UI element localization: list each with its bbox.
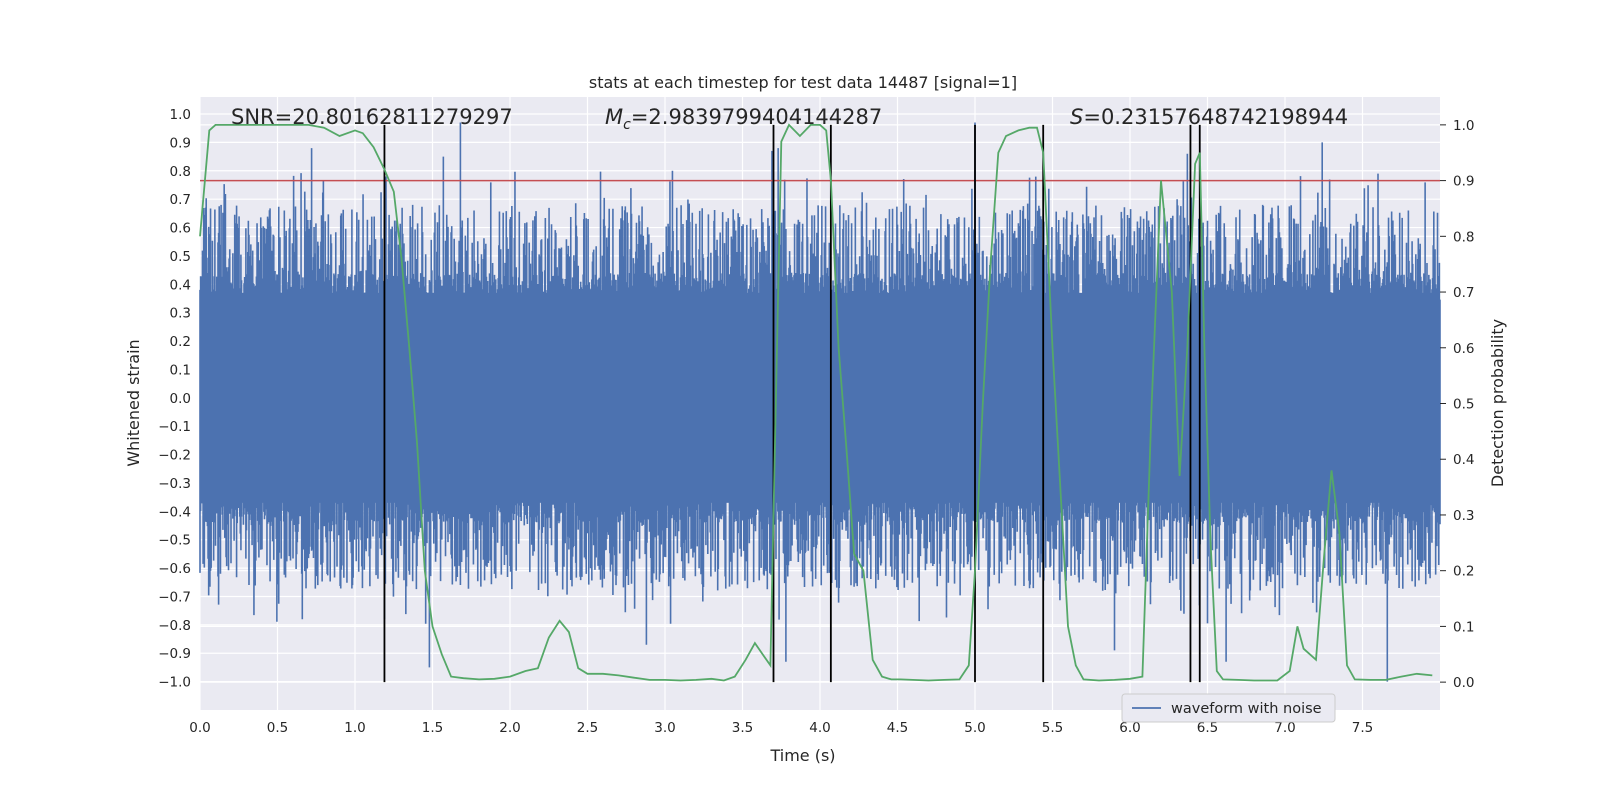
x-tick-label: 5.0	[964, 720, 985, 736]
mc-symbol: M	[605, 105, 623, 129]
right-axis-ticks	[1440, 124, 1446, 683]
y-left-tick-label: −0.5	[158, 533, 191, 549]
y-left-tick-label: 0.3	[170, 306, 191, 322]
y-right-tick-labels: 1.0 0.9 0.8 0.7 0.6 0.5 0.4 0.3 0.2 0.1 0.0	[1453, 118, 1474, 691]
legend: waveform with noise	[1121, 693, 1336, 723]
y-right-tick-label: 1.0	[1453, 118, 1474, 134]
s-value: =0.23157648742198944	[1083, 105, 1348, 129]
x-tick-label: 0.5	[267, 720, 288, 736]
y-left-tick-label: −0.9	[158, 646, 191, 662]
y-right-tick-label: 0.1	[1453, 619, 1474, 635]
y-right-tick-label: 0.8	[1453, 229, 1474, 245]
y-left-tick-label: −0.6	[158, 561, 191, 577]
x-tick-label: 1.5	[422, 720, 443, 736]
chirp-mass-annotation: Mc=2.9839799404144287	[605, 105, 882, 133]
y-left-tick-label: 0.2	[170, 334, 191, 350]
y-left-tick-label: 0.9	[170, 135, 191, 151]
y-left-tick-labels: 1.0 0.9 0.8 0.7 0.6 0.5 0.4 0.3 0.2 0.1 0.0 −0.1 −0.…	[158, 107, 191, 691]
x-tick-labels: 0.0 0.5 1.0 1.5 2.0 2.5 3.0 3.5 4.0 4.5 5.0 5.5 6.0 6…	[189, 720, 1373, 736]
x-tick-label: 2.0	[499, 720, 520, 736]
snr-annotation: SNR=20.80162811279297	[231, 105, 513, 129]
x-tick-label: 7.5	[1352, 720, 1373, 736]
x-tick-label: 1.0	[344, 720, 365, 736]
y-left-tick-label: −0.7	[158, 589, 191, 605]
y-left-tick-label: 0.5	[170, 249, 191, 265]
y-left-tick-label: −0.3	[158, 476, 191, 492]
x-tick-label: 5.5	[1042, 720, 1063, 736]
x-tick-label: 2.5	[577, 720, 598, 736]
y-left-tick-label: 0.7	[170, 192, 191, 208]
chart-title: stats at each timestep for test data 144…	[589, 73, 1017, 92]
y-left-tick-label: 0.8	[170, 164, 191, 180]
strain-core	[200, 292, 1440, 503]
y-left-tick-label: −0.1	[158, 419, 191, 435]
y-right-tick-label: 0.9	[1453, 174, 1474, 190]
y-right-tick-label: 0.5	[1453, 397, 1474, 413]
x-tick-label: 6.0	[1119, 720, 1140, 736]
x-axis-label: Time (s)	[769, 746, 835, 765]
y-right-tick-label: 0.4	[1453, 452, 1474, 468]
y-left-tick-label: −0.4	[158, 504, 191, 520]
x-tick-label: 0.0	[189, 720, 210, 736]
x-tick-label: 4.0	[809, 720, 830, 736]
y-right-axis-label: Detection probability	[1488, 319, 1507, 487]
y-right-tick-label: 0.7	[1453, 285, 1474, 301]
y-left-tick-label: 0.6	[170, 221, 191, 237]
legend-label-waveform: waveform with noise	[1171, 701, 1322, 717]
vertical-event-lines	[383, 124, 1201, 683]
x-tick-label: 3.0	[654, 720, 675, 736]
y-left-tick-label: 0.0	[170, 391, 191, 407]
x-tick-label: 6.5	[1197, 720, 1218, 736]
y-right-tick-label: 0.3	[1453, 508, 1474, 524]
mc-subscript: c	[623, 117, 631, 133]
s-symbol: S	[1070, 105, 1083, 129]
x-tick-label: 4.5	[887, 720, 908, 736]
y-left-tick-label: −0.2	[158, 448, 191, 464]
y-left-tick-label: −0.8	[158, 618, 191, 634]
y-left-tick-label: 0.1	[170, 362, 191, 378]
x-tick-label: 7.0	[1274, 720, 1295, 736]
y-left-tick-label: −1.0	[158, 675, 191, 691]
series-detection-probability	[199, 123, 1433, 682]
y-left-axis-label: Whitened strain	[124, 339, 143, 466]
x-tick-label: 3.5	[732, 720, 753, 736]
y-right-tick-label: 0.6	[1453, 341, 1474, 357]
y-left-tick-label: 1.0	[170, 107, 191, 123]
y-right-tick-label: 0.2	[1453, 564, 1474, 580]
mc-value: =2.9839799404144287	[631, 105, 882, 129]
legend-box	[1121, 693, 1336, 723]
s-annotation: S=0.23157648742198944	[1070, 105, 1348, 129]
y-left-tick-label: 0.4	[170, 277, 191, 293]
y-right-tick-label: 0.0	[1453, 675, 1474, 691]
